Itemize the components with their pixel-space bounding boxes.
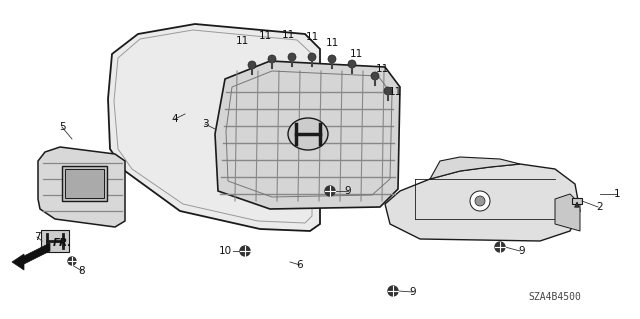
Circle shape [470, 191, 490, 211]
Text: 11: 11 [349, 49, 363, 59]
Circle shape [475, 196, 485, 206]
Circle shape [328, 55, 336, 63]
Bar [41, 230, 69, 252]
Circle shape [268, 55, 276, 63]
Circle shape [388, 286, 398, 296]
Text: 11: 11 [282, 30, 294, 40]
Text: 2: 2 [596, 202, 604, 212]
Text: 1: 1 [614, 189, 620, 199]
Polygon shape [108, 24, 320, 231]
Circle shape [371, 72, 379, 80]
Text: SZA4B4500: SZA4B4500 [529, 292, 581, 302]
Text: 9: 9 [345, 186, 351, 196]
Text: FR.: FR. [53, 238, 72, 248]
Polygon shape [430, 157, 520, 179]
FancyBboxPatch shape [572, 198, 582, 204]
Text: 9: 9 [410, 287, 416, 297]
Ellipse shape [288, 118, 328, 150]
Circle shape [348, 60, 356, 68]
Bar [65, 169, 104, 198]
Text: 11: 11 [376, 64, 388, 74]
Text: 11: 11 [236, 36, 248, 46]
Circle shape [288, 53, 296, 61]
Circle shape [495, 242, 505, 252]
Text: 10: 10 [218, 246, 232, 256]
Text: 11: 11 [325, 38, 339, 48]
Text: 5: 5 [59, 122, 65, 132]
Polygon shape [555, 194, 580, 231]
Text: 11: 11 [305, 32, 319, 42]
Circle shape [248, 61, 256, 69]
Polygon shape [575, 202, 579, 207]
Circle shape [308, 53, 316, 61]
Polygon shape [215, 61, 400, 209]
Circle shape [384, 87, 392, 95]
Text: 8: 8 [79, 266, 85, 276]
Text: 6: 6 [297, 260, 303, 270]
Polygon shape [20, 243, 50, 266]
Text: 7: 7 [34, 232, 40, 242]
Circle shape [68, 257, 76, 265]
Circle shape [240, 246, 250, 256]
Text: 11: 11 [259, 31, 271, 41]
Polygon shape [38, 147, 125, 227]
Text: 3: 3 [202, 119, 208, 129]
Polygon shape [12, 254, 24, 270]
Text: 4: 4 [172, 114, 179, 124]
Polygon shape [385, 164, 580, 241]
Text: 9: 9 [518, 246, 525, 256]
Text: 11: 11 [388, 87, 402, 97]
Bar [62, 166, 107, 201]
Circle shape [325, 186, 335, 196]
